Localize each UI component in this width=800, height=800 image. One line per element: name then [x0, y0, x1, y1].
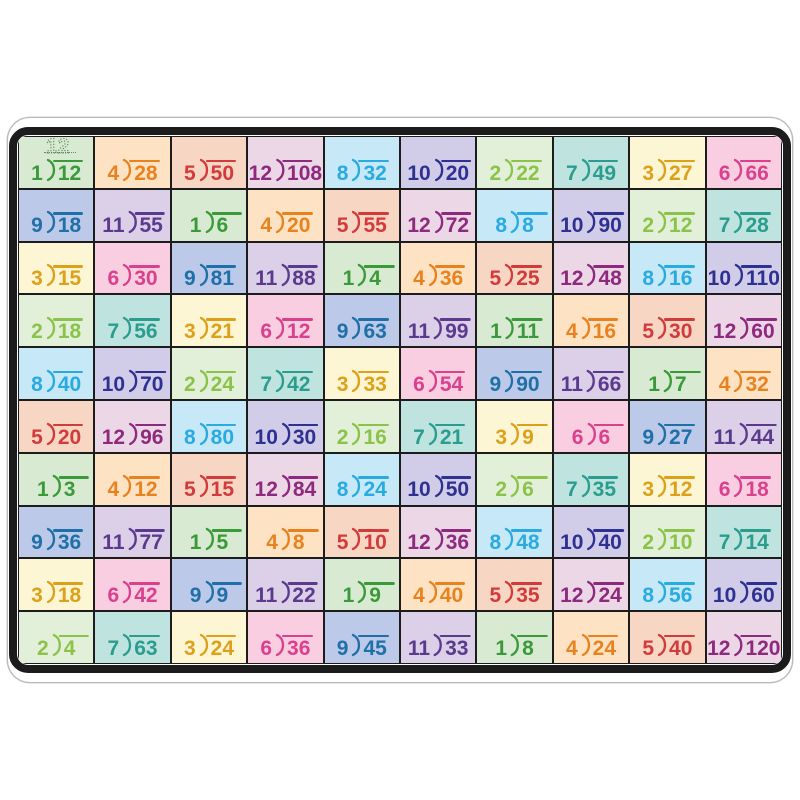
- svg-text:12: 12: [46, 136, 69, 156]
